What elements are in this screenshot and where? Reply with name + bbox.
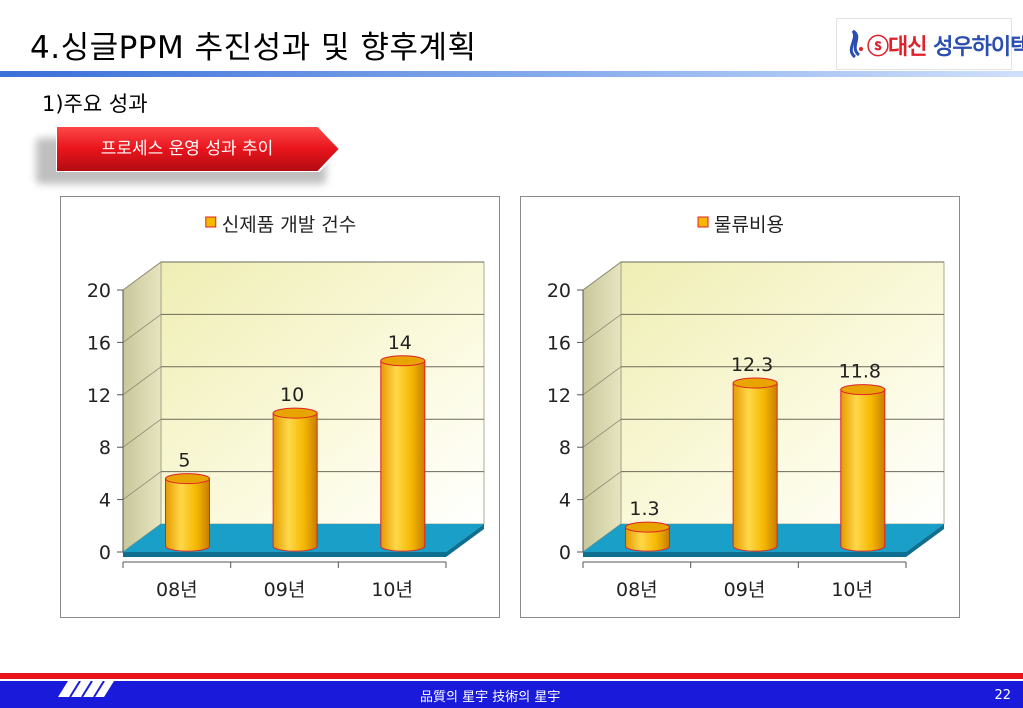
- bar-top: [380, 355, 426, 367]
- x-tick-label: 08년: [616, 579, 658, 601]
- bar-body: [624, 526, 670, 552]
- y-tick-label: 12: [87, 385, 111, 407]
- x-tick-label: 09년: [264, 579, 306, 601]
- side-wall: [582, 261, 622, 553]
- y-tick-label: 8: [559, 437, 571, 459]
- legend-swatch: [205, 216, 217, 228]
- bar-10년: [840, 384, 886, 552]
- bar-top: [624, 521, 670, 533]
- bar-top: [840, 384, 886, 396]
- bar-body: [380, 360, 426, 552]
- bar-top: [272, 407, 318, 419]
- x-tick-label: 10년: [831, 579, 873, 601]
- section-heading: 1)주요 성과: [42, 92, 148, 116]
- footer-bar: [0, 681, 1023, 708]
- y-tick-label: 16: [87, 332, 111, 354]
- page-number: 22: [994, 688, 1011, 703]
- gridline-side: [122, 366, 162, 396]
- bar-top: [164, 473, 210, 485]
- bar-body: [840, 389, 886, 552]
- legend-swatch: [697, 216, 709, 228]
- data-label: 1.3: [629, 498, 659, 520]
- gridline-side: [582, 366, 622, 396]
- footer-stripes-icon: [58, 681, 114, 698]
- footer-gap: [0, 679, 1023, 681]
- bar-09년: [272, 407, 318, 552]
- x-tick-label: 09년: [724, 579, 766, 601]
- y-tick-label: 4: [559, 490, 571, 512]
- bar-body: [732, 382, 778, 552]
- floor-edge: [123, 524, 484, 557]
- legend-label: 신제품 개발 건수: [222, 214, 356, 236]
- side-wall: [122, 261, 162, 553]
- gridline-side: [122, 314, 162, 343]
- chart-svg-new-product: 0 4 8 12 16 20 08년 09년 10년 5 10 14 신제품 개발 건수: [87, 214, 485, 601]
- data-label: 12.3: [731, 354, 773, 376]
- bar-body: [272, 412, 318, 552]
- data-label: 11.8: [839, 361, 881, 383]
- y-tick-label: 20: [87, 280, 111, 302]
- bar-body: [164, 478, 210, 552]
- x-tick-label: 10년: [371, 579, 413, 601]
- gridline-side: [122, 418, 162, 448]
- chart-svg-logistics: 0 4 8 12 16 20 08년 09년 10년 1.3 12.3 11.8 물류비용: [547, 214, 945, 601]
- x-tick-label: 08년: [156, 579, 198, 601]
- y-tick-label: 4: [99, 490, 111, 512]
- gridline-side: [122, 471, 162, 500]
- banner-label: 프로세스 운영 성과 추이: [100, 139, 274, 159]
- y-tick-label: 8: [99, 437, 111, 459]
- data-label: 14: [388, 332, 412, 354]
- bar-09년: [732, 377, 778, 552]
- company-logo: ⓢ대신 성우하이텍: [836, 18, 1023, 70]
- gridline-side: [122, 261, 162, 291]
- chart-logistics-cost: 0 4 8 12 16 20 08년 09년 10년 1.3 12.3 11.8 물류비용: [520, 196, 960, 618]
- title-underline: [0, 71, 1023, 77]
- gridline-side: [582, 418, 622, 448]
- y-tick-label: 0: [99, 542, 111, 564]
- y-tick-label: 20: [547, 280, 571, 302]
- floor-edge: [583, 524, 944, 557]
- back-wall: [620, 261, 945, 525]
- gridline-side: [582, 471, 622, 500]
- bar-08년: [164, 473, 210, 552]
- gridline-side: [582, 314, 622, 343]
- bar-10년: [380, 355, 426, 552]
- legend-label: 물류비용: [714, 214, 784, 236]
- chart-new-product-count: 0 4 8 12 16 20 08년 09년 10년 5 10 14 신제품 개발 건수: [60, 196, 500, 618]
- banner-arrow-shape: [56, 126, 340, 172]
- y-tick-label: 0: [559, 542, 571, 564]
- page-title: 4.싱글PPM 추진성과 및 향후계획: [30, 30, 477, 66]
- data-label: 10: [280, 384, 304, 406]
- data-label: 5: [178, 450, 190, 472]
- footer-red-line: [0, 673, 1023, 679]
- y-tick-label: 16: [547, 332, 571, 354]
- logo-swirl-icon: [849, 29, 863, 59]
- logo-text: ⓢ대신 성우하이텍: [867, 35, 1023, 60]
- y-tick-label: 12: [547, 385, 571, 407]
- footer-motto: 品質의 星宇 技術의 星宇: [420, 690, 561, 705]
- bar-08년: [624, 521, 670, 552]
- bar-top: [732, 377, 778, 389]
- gridline-side: [582, 261, 622, 291]
